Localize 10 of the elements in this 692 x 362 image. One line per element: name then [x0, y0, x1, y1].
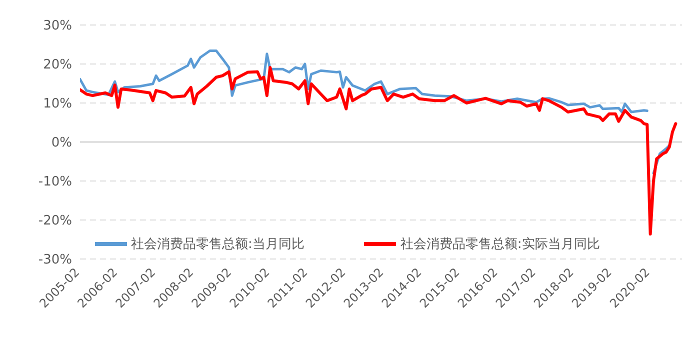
- legend-label: 社会消费品零售总额:当月同比: [131, 236, 304, 252]
- y-tick-label: -20%: [38, 214, 72, 229]
- y-tick-label: 10%: [43, 96, 72, 112]
- y-tick-label: 30%: [43, 18, 72, 34]
- legend-label: 社会消费品零售总额:实际当月同比: [400, 236, 600, 252]
- y-tick-label: -30%: [38, 252, 72, 268]
- line-series: [80, 66, 678, 236]
- y-tick-label: 0%: [51, 136, 72, 151]
- y-tick-label: -10%: [38, 174, 72, 190]
- y-tick-label: 20%: [43, 58, 72, 73]
